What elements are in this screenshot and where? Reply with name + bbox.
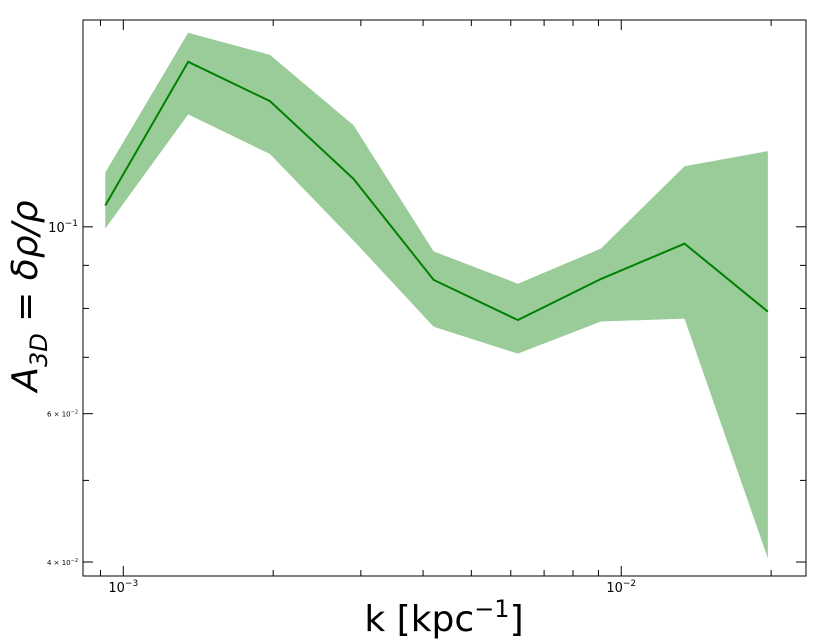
confidence-band [105, 32, 768, 559]
data-point [268, 99, 272, 103]
x-tick-label: 10−3 [108, 579, 138, 596]
data-point [352, 177, 356, 181]
tick-layer [83, 20, 806, 576]
series-line-layer [103, 60, 770, 322]
data-point [103, 203, 107, 207]
y-tick-label: 6 × 10−2 [47, 410, 78, 419]
data-point [599, 277, 603, 281]
confidence-band-layer [105, 32, 768, 559]
data-point [432, 278, 436, 282]
x-tick-label: 10−2 [606, 579, 636, 596]
x-axis-title: k [kpc−1] [364, 595, 523, 639]
y-tick-label: 10−1 [48, 219, 78, 236]
y-axis-title: A3D = δρ/ρ [5, 200, 53, 393]
tick-label-layer: 10−3 10−2 10−1 6 × 10−2 4 × 10−2 [47, 219, 636, 596]
data-point [683, 242, 687, 246]
data-point [516, 318, 520, 322]
data-point [186, 60, 190, 64]
plot-frame [82, 19, 807, 577]
y-tick-label: 4 × 10−2 [47, 558, 78, 567]
data-point [766, 310, 770, 314]
series-line [104, 60, 769, 322]
